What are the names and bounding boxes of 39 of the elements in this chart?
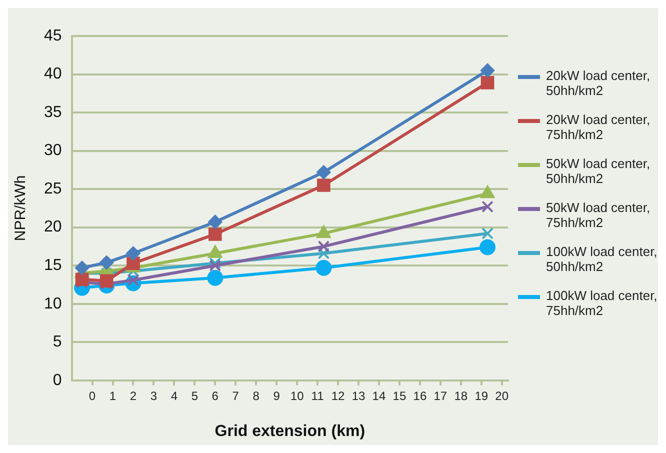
y-tick-label: 25 bbox=[44, 180, 62, 198]
x-tick-label: 17 bbox=[434, 388, 448, 403]
x-tick-label: 14 bbox=[372, 388, 386, 403]
x-tick-label: 6 bbox=[212, 388, 219, 403]
x-axis-title: Grid extension (km) bbox=[214, 422, 366, 440]
x-tick-label: 5 bbox=[191, 388, 198, 403]
y-tick-label: 30 bbox=[44, 142, 62, 160]
legend-label: 20kW load center, 50hh/km2 bbox=[546, 68, 652, 98]
x-tick-label: 20 bbox=[495, 388, 509, 403]
legend-label: 100kW load center, 75hh/km2 bbox=[546, 288, 658, 318]
x-tick-label: 0 bbox=[88, 388, 96, 403]
x-tick-label: 7 bbox=[232, 388, 240, 403]
x-tick-label: 10 bbox=[290, 388, 304, 403]
legend-label: 20kW load center, 75hh/km2 bbox=[546, 112, 652, 142]
y-tick-label: 10 bbox=[44, 295, 62, 312]
x-tick-label: 16 bbox=[413, 388, 427, 403]
x-tick-label: 13 bbox=[352, 388, 366, 403]
y-tick-label: 0 bbox=[52, 372, 62, 389]
y-axis-title: NPR/kWh bbox=[12, 175, 30, 242]
x-tick-label: 8 bbox=[252, 388, 260, 403]
y-tick-label: 45 bbox=[44, 27, 62, 44]
x-tick-label: 1 bbox=[109, 388, 116, 403]
y-tick-label: 35 bbox=[44, 104, 62, 121]
y-tick-label: 40 bbox=[44, 66, 62, 83]
x-tick-label: 4 bbox=[170, 388, 178, 403]
y-tick-label: 5 bbox=[52, 334, 62, 351]
y-tick-label: 20 bbox=[44, 218, 62, 236]
x-tick-label: 12 bbox=[331, 388, 346, 403]
legend-label: 100kW load center, 50hh/km2 bbox=[546, 244, 658, 274]
legend-label: 50kW load center, 50hh/km2 bbox=[546, 156, 652, 186]
y-tick-label: 15 bbox=[44, 257, 62, 274]
x-tick-label: 3 bbox=[150, 388, 158, 403]
x-tick-label: 11 bbox=[311, 388, 324, 403]
x-tick-label: 2 bbox=[130, 388, 137, 403]
x-tick-label: 15 bbox=[392, 388, 406, 403]
x-tick-label: 9 bbox=[273, 388, 280, 403]
x-tick-label: 18 bbox=[454, 388, 468, 403]
x-tick-label: 19 bbox=[474, 388, 488, 403]
legend-label: 50kW load center, 75hh/km2 bbox=[546, 200, 652, 230]
